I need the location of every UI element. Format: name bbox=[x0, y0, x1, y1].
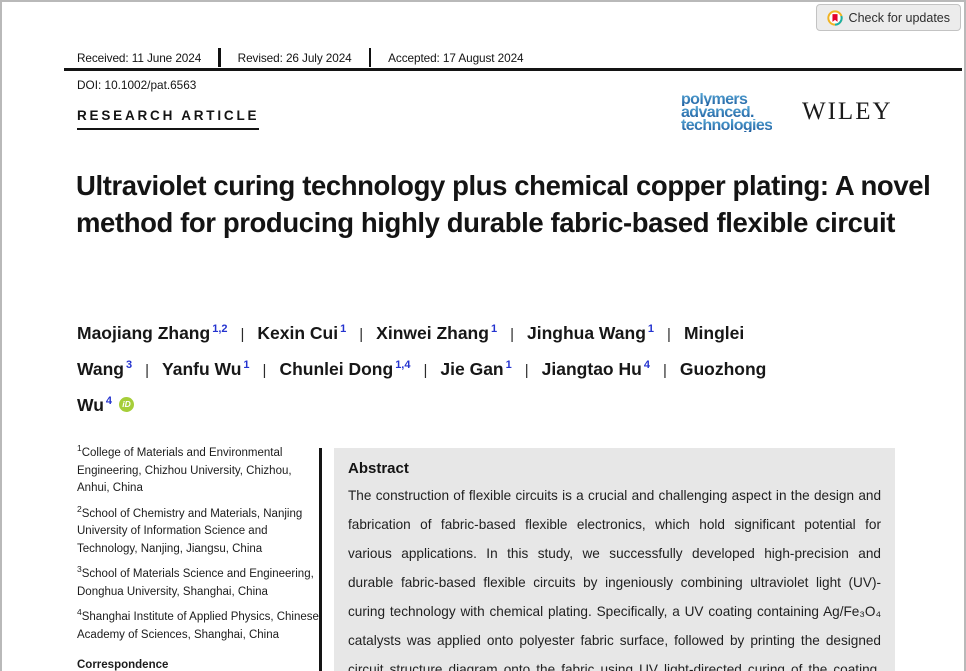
author-affiliation-superscript: 1 bbox=[490, 323, 498, 336]
affiliation-item: 3School of Materials Science and Enginee… bbox=[77, 564, 314, 598]
author-separator: | bbox=[524, 362, 529, 379]
abstract-text: The construction of flexible circuits is… bbox=[348, 488, 881, 671]
dates-row: Received: 11 June 2024 Revised: 26 July … bbox=[77, 48, 524, 67]
publisher-logo: WILEY bbox=[802, 98, 893, 125]
date-divider bbox=[368, 48, 372, 67]
journal-logo-line: advanced. bbox=[681, 105, 772, 121]
header-rule bbox=[64, 68, 962, 71]
column-divider bbox=[319, 448, 322, 671]
article-title: Ultraviolet curing technology plus chemi… bbox=[76, 170, 931, 238]
revised-date: Revised: 26 July 2024 bbox=[237, 50, 352, 65]
author-name: Minglei Wang 3 bbox=[77, 323, 745, 379]
author-separator: | bbox=[359, 326, 364, 343]
author-separator: | bbox=[262, 362, 267, 379]
author-affiliation-superscript: 1,2 bbox=[212, 323, 228, 336]
journal-logo: polymers advanced. technologies bbox=[681, 92, 773, 134]
author-separator: | bbox=[662, 362, 667, 379]
doi-text: DOI: 10.1002/pat.6563 bbox=[77, 78, 197, 92]
author-name: Xinwei Zhang 1 bbox=[376, 323, 498, 343]
author-name: Yanfu Wu 1 bbox=[162, 359, 250, 379]
author-name: Kexin Cui 1 bbox=[257, 323, 347, 343]
author-affiliation-superscript: 3 bbox=[125, 359, 133, 372]
abstract-box: Abstract The construction of flexible ci… bbox=[334, 448, 895, 671]
accepted-date: Accepted: 17 August 2024 bbox=[388, 50, 524, 65]
check-for-updates-label: Check for updates bbox=[848, 10, 950, 25]
received-date: Received: 11 June 2024 bbox=[77, 50, 202, 65]
author-name: Chunlei Dong 1,4 bbox=[279, 359, 411, 379]
check-for-updates-button[interactable]: Check for updates bbox=[815, 4, 961, 31]
affiliation-item: 2School of Chemistry and Materials, Nanj… bbox=[77, 503, 303, 555]
affiliation-list: 1College of Materials and Environmental … bbox=[77, 443, 320, 644]
journal-logo-line: technologies bbox=[681, 117, 773, 134]
author-name: Jiangtao Hu 4 bbox=[541, 359, 650, 379]
author-name: Maojiang Zhang 1,2 bbox=[77, 323, 228, 343]
orcid-icon[interactable]: iD bbox=[119, 397, 135, 412]
author-separator: | bbox=[510, 326, 514, 343]
crossmark-icon bbox=[826, 9, 843, 26]
author-affiliation-superscript: 1 bbox=[243, 359, 250, 372]
journal-logo-line: polymers bbox=[681, 92, 772, 108]
author-separator: | bbox=[145, 362, 150, 379]
author-affiliation-superscript: 1 bbox=[340, 323, 347, 336]
author-separator: | bbox=[240, 326, 245, 343]
abstract-heading: Abstract bbox=[348, 460, 409, 477]
affiliation-item: 4Shanghai Institute of Applied Physics, … bbox=[77, 607, 319, 641]
affiliations-column: 1College of Materials and Environmental … bbox=[77, 443, 320, 671]
author-affiliation-superscript: 4 bbox=[105, 395, 113, 408]
author-affiliation-superscript: 1 bbox=[505, 359, 512, 372]
author-name: Jie Gan 1 bbox=[440, 359, 512, 379]
author-separator: | bbox=[667, 326, 671, 343]
author-affiliation-superscript: 1 bbox=[647, 323, 655, 336]
affiliation-item: 1College of Materials and Environmental … bbox=[77, 443, 292, 494]
article-type-heading: RESEARCH ARTICLE bbox=[77, 108, 260, 130]
author-list: Maojiang Zhang 1,2 | Kexin Cui 1 | Xinwei Zhan… bbox=[77, 316, 799, 422]
author-name: Guozhong Wu 4 bbox=[77, 359, 767, 415]
author-separator: | bbox=[423, 362, 428, 379]
author-affiliation-superscript: 1,4 bbox=[395, 359, 411, 372]
correspondence-heading: Correspondence bbox=[77, 659, 169, 671]
author-affiliation-superscript: 4 bbox=[643, 359, 650, 372]
author-name: Jinghua Wang 1 bbox=[526, 323, 655, 343]
date-divider bbox=[218, 48, 221, 67]
